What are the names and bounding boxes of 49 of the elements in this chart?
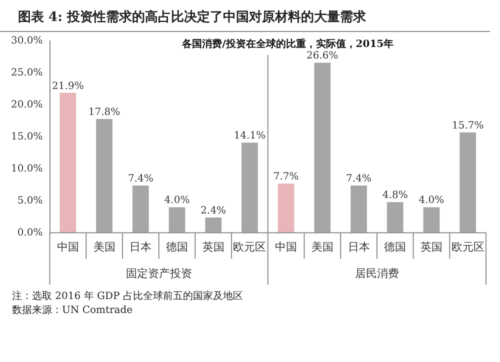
bar — [386, 202, 404, 233]
x-tick-label: 中国 — [275, 240, 298, 254]
y-tick-label: 5.0% — [17, 195, 43, 206]
x-tick-label: 英国 — [420, 240, 442, 254]
bar — [423, 207, 440, 233]
text: 注：选取 2016 年 GDP 占比全球前五的国家及地区 — [11, 290, 244, 304]
bar — [132, 185, 149, 233]
chart-title: 图表 4: 投资性需求的高占比决定了中国对原材料的大量需求 — [0, 0, 490, 32]
x-tick-label: 中国 — [56, 240, 79, 254]
bar — [96, 119, 112, 233]
bar — [460, 132, 476, 233]
data-label: 4.0% — [418, 195, 444, 206]
bar — [278, 184, 294, 233]
y-tick-label: 20.0% — [10, 100, 43, 111]
x-tick-label: 欧元区 — [233, 240, 266, 254]
bar — [242, 142, 258, 233]
data-label: 21.9% — [52, 80, 84, 92]
bar — [168, 207, 186, 233]
y-tick-label: 25.0% — [10, 68, 43, 79]
bar — [314, 62, 331, 233]
source-note: 数据来源：UN Comtrade — [11, 304, 134, 318]
bar — [350, 185, 367, 233]
text: 居民消费 — [354, 266, 399, 280]
x-tick-label: 日本 — [130, 240, 152, 254]
chart-subtitle: 各国消费/投资在全球的比重，实际值，2015年 — [181, 38, 394, 50]
x-tick-label: 欧元区 — [451, 240, 484, 254]
data-label: 2.4% — [200, 205, 226, 216]
data-label: 14.1% — [234, 130, 266, 142]
data-label: 7.4% — [128, 173, 154, 184]
x-tick-label: 美国 — [311, 240, 334, 254]
y-tick-label: 30.0% — [10, 36, 43, 47]
data-label: 17.8% — [88, 107, 120, 118]
text: 固定资产投资 — [126, 266, 192, 280]
data-label: 15.7% — [452, 120, 484, 132]
data-label: 26.6% — [306, 50, 338, 62]
x-tick-label: 德国 — [384, 240, 406, 254]
data-label: 4.0% — [164, 195, 190, 206]
x-tick-label: 德国 — [166, 240, 188, 254]
y-tick-label: 15.0% — [10, 131, 43, 142]
data-label: 7.7% — [273, 172, 299, 183]
x-tick-label: 美国 — [93, 240, 116, 254]
bar — [205, 217, 222, 233]
x-tick-label: 日本 — [348, 240, 370, 254]
x-tick-label: 英国 — [202, 240, 224, 254]
y-tick-label: 10.0% — [10, 163, 43, 174]
bar — [60, 92, 76, 233]
y-tick-label: 0.0% — [17, 227, 43, 238]
data-label: 4.8% — [382, 190, 408, 202]
data-label: 7.4% — [346, 173, 372, 184]
